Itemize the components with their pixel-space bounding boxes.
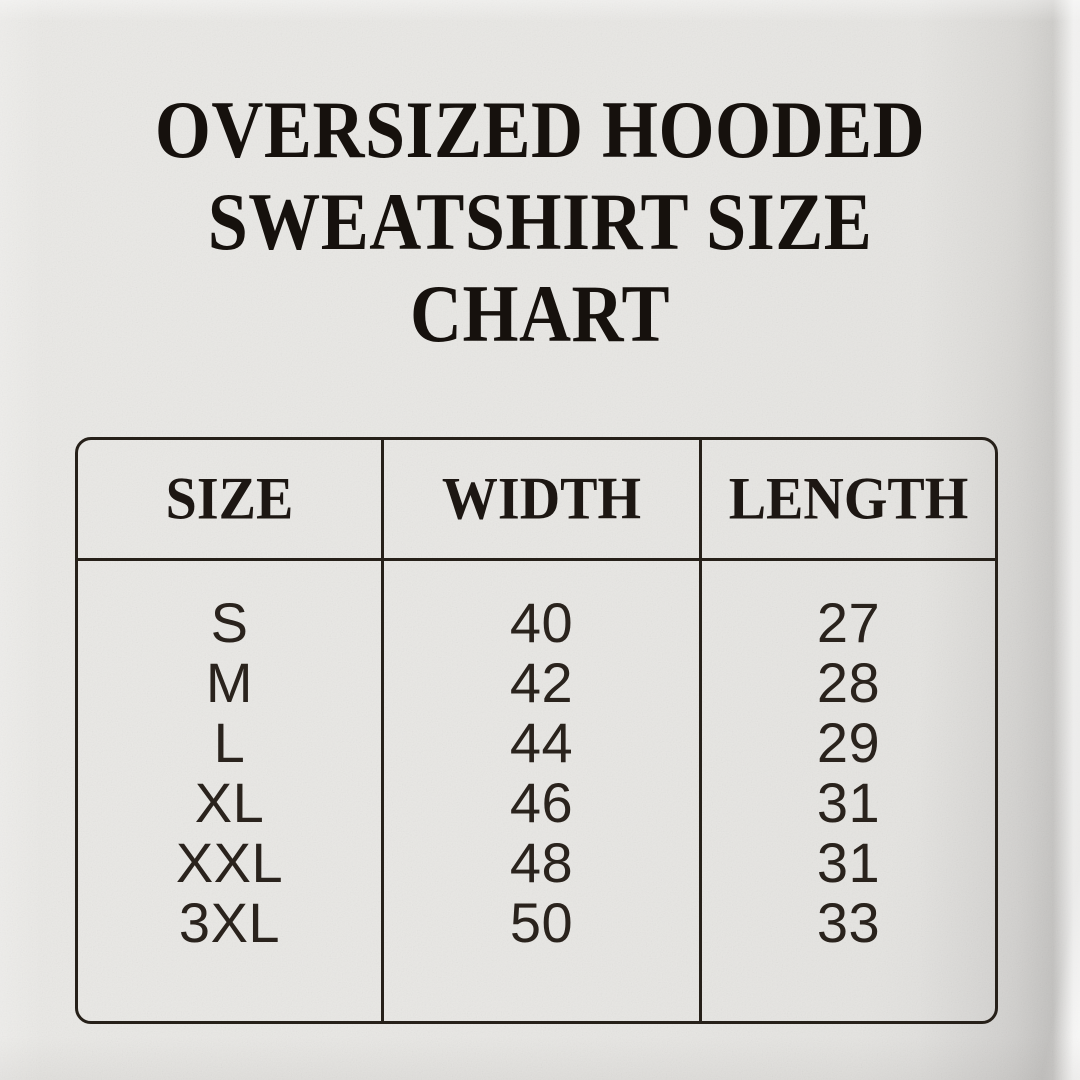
column-header-size: SIZE [78, 440, 381, 561]
column-header-length: LENGTH [702, 440, 995, 561]
page-title: OVERSIZED HOODED SWEATSHIRT SIZE CHART [0, 84, 1080, 360]
cell-length-1: 28 [816, 650, 881, 714]
size-chart-table: SIZE S M L XL XXL 3XL WIDTH 40 42 44 46 … [75, 437, 998, 1024]
column-size-body: S M L XL XXL 3XL [78, 561, 381, 954]
cell-size-0: S [210, 590, 249, 654]
cell-size-4: XXL [175, 830, 284, 894]
cell-size-1: M [205, 650, 254, 714]
title-line-3: CHART [410, 268, 670, 360]
column-header-length-label: LENGTH [728, 465, 969, 533]
cell-length-0: 27 [816, 590, 881, 654]
title-line-1: OVERSIZED HOODED [154, 84, 926, 176]
cell-width-3: 46 [509, 770, 574, 834]
cell-width-2: 44 [509, 710, 574, 774]
column-width: WIDTH 40 42 44 46 48 50 [381, 440, 699, 1021]
cell-length-2: 29 [816, 710, 881, 774]
column-header-width-label: WIDTH [441, 465, 642, 533]
cell-length-4: 31 [816, 830, 881, 894]
cell-length-3: 31 [816, 770, 881, 834]
cell-width-5: 50 [509, 890, 574, 954]
cell-size-2: L [213, 710, 246, 774]
cell-length-5: 33 [816, 890, 881, 954]
title-line-2: SWEATSHIRT SIZE [207, 176, 873, 268]
cell-width-0: 40 [509, 590, 574, 654]
cell-width-1: 42 [509, 650, 574, 714]
cell-width-4: 48 [509, 830, 574, 894]
column-length-body: 27 28 29 31 31 33 [702, 561, 995, 954]
column-header-width: WIDTH [384, 440, 699, 561]
column-size: SIZE S M L XL XXL 3XL [78, 440, 381, 1021]
column-header-size-label: SIZE [165, 465, 294, 533]
column-length: LENGTH 27 28 29 31 31 33 [699, 440, 995, 1021]
cell-size-3: XL [194, 770, 265, 834]
column-width-body: 40 42 44 46 48 50 [384, 561, 699, 954]
cell-size-5: 3XL [178, 890, 281, 954]
